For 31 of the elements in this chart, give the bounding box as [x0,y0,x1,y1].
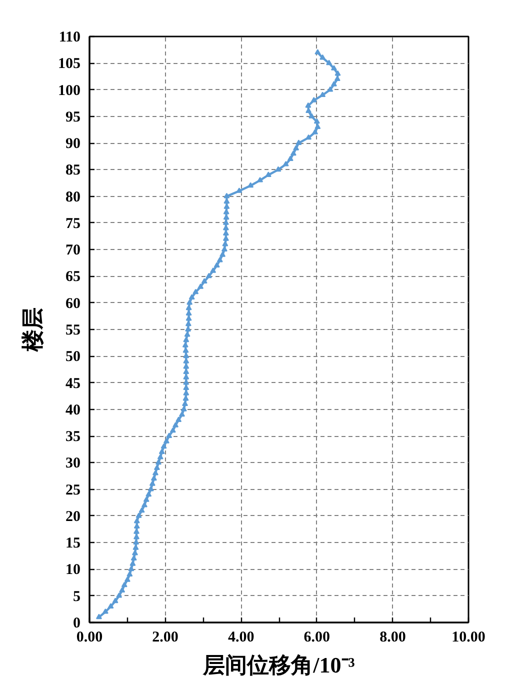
y-tick-label: 45 [66,376,80,392]
y-tick-label: 35 [66,429,80,446]
x-tick-label: 2.00 [152,630,178,646]
x-tick-label: 4.00 [228,630,254,646]
y-tick-label: 65 [66,269,80,286]
y-tick-label: 10 [66,562,80,578]
y-tick-label: 15 [66,536,80,552]
y-tick-label: 70 [66,242,80,259]
y-tick-label: 100 [58,82,80,99]
y-tick-label: 80 [66,189,80,206]
y-tick-label: 105 [58,56,80,72]
y-tick-label: 85 [66,162,80,179]
x-tick-label: 6.00 [304,630,330,646]
x-axis-title: 层间位移角/10⁻³ [202,652,356,678]
x-tick-label: 10.00 [452,630,486,646]
y-tick-label: 75 [66,216,80,232]
y-tick-label: 50 [66,349,80,366]
y-tick-label: 95 [66,109,80,126]
y-tick-label: 20 [66,508,80,525]
y-tick-label: 110 [58,30,81,46]
y-tick-label: 55 [66,322,80,338]
y-tick-label: 0 [73,616,80,632]
y-tick-label: 90 [66,136,80,152]
y-tick-label: 30 [66,456,80,472]
y-axis-title: 楼层 [20,308,45,352]
x-tick-label: 8.00 [380,630,406,646]
y-tick-label: 40 [66,402,80,418]
y-tick-label: 5 [73,588,80,605]
y-tick-label: 60 [66,296,80,312]
y-tick-label: 25 [66,482,80,498]
x-tick-label: 0.00 [76,630,103,646]
